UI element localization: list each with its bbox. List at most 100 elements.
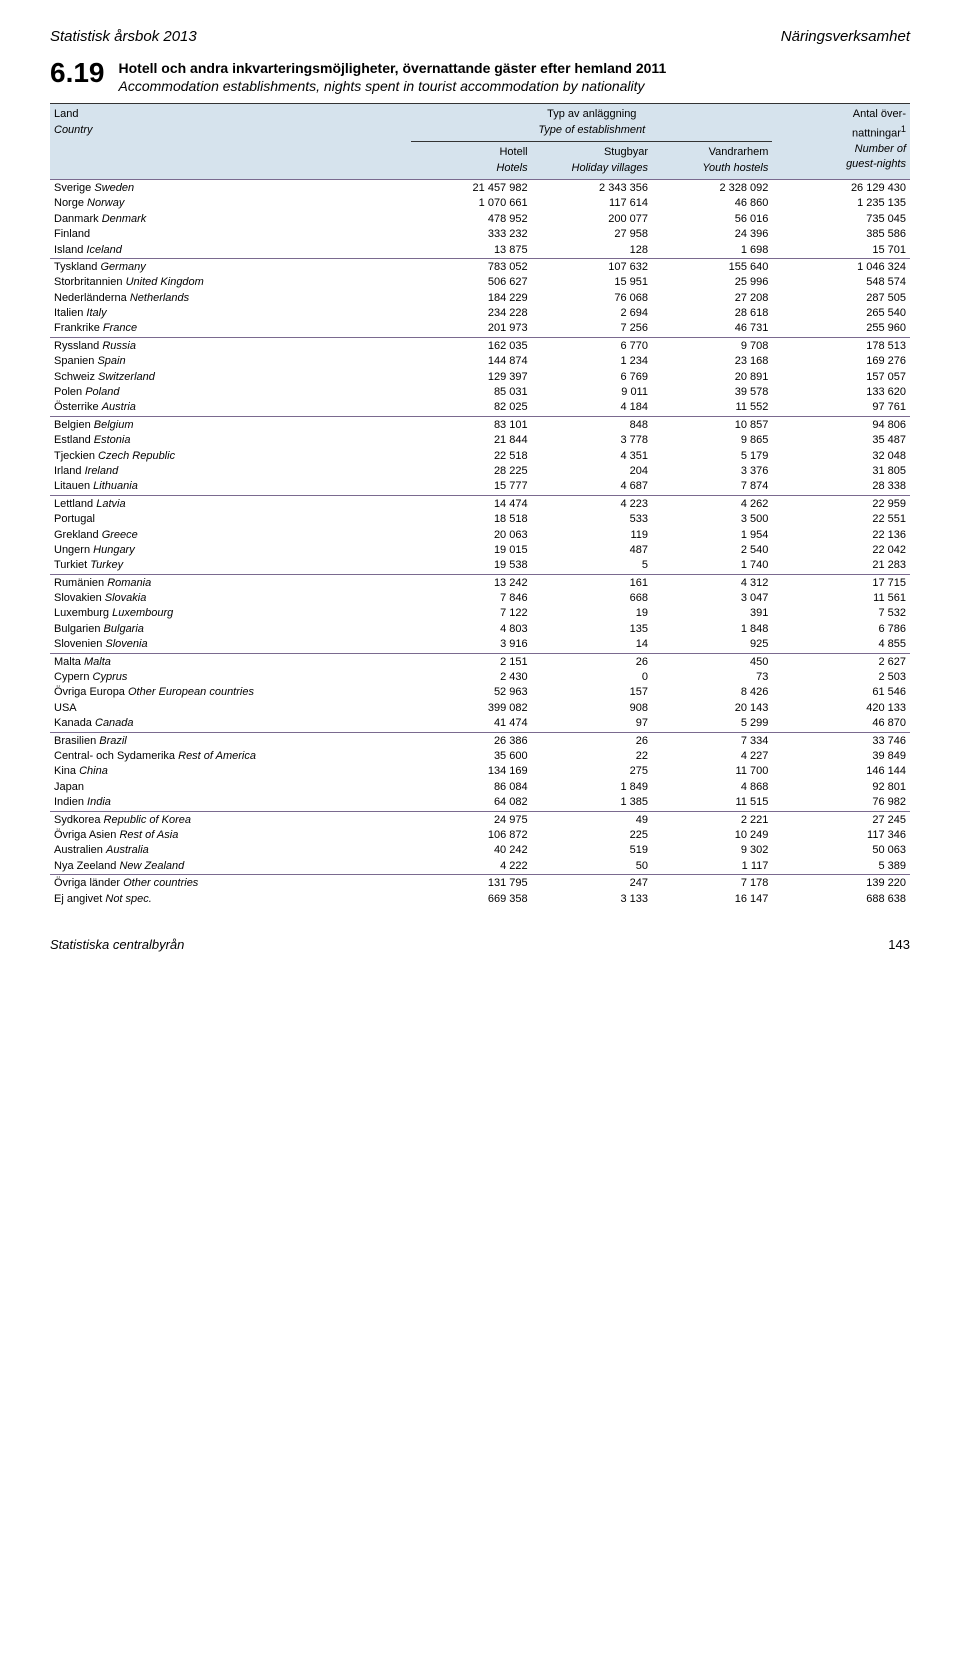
page-header: Statistisk årsbok 2013 Näringsverksamhet — [50, 28, 910, 45]
value-cell: 97 761 — [772, 400, 910, 416]
value-cell: 14 474 — [411, 495, 531, 512]
section-title-sv: Hotell och andra inkvarteringsmöjlighete… — [119, 59, 911, 77]
value-cell: 265 540 — [772, 306, 910, 321]
country-cell: Luxemburg Luxembourg — [50, 606, 411, 621]
country-cell: Kina China — [50, 764, 411, 779]
value-cell: 94 806 — [772, 416, 910, 433]
country-cell: Frankrike France — [50, 321, 411, 337]
value-cell: 4 803 — [411, 622, 531, 637]
footer-page: 143 — [888, 937, 910, 952]
value-cell: 8 426 — [652, 685, 772, 700]
table-row: Portugal18 5185333 50022 551 — [50, 512, 910, 527]
value-cell: 52 963 — [411, 685, 531, 700]
value-cell: 18 518 — [411, 512, 531, 527]
table-row: Ryssland Russia162 0356 7709 708178 513 — [50, 337, 910, 354]
value-cell: 204 — [532, 464, 652, 479]
value-cell: 9 708 — [652, 337, 772, 354]
col-hotels-header: Hotell Hotels — [411, 142, 531, 180]
value-cell: 7 846 — [411, 591, 531, 606]
country-cell: Malta Malta — [50, 653, 411, 670]
value-cell: 688 638 — [772, 892, 910, 907]
value-cell: 20 891 — [652, 370, 772, 385]
value-cell: 39 849 — [772, 749, 910, 764]
value-cell: 133 620 — [772, 385, 910, 400]
country-cell: Nederländerna Netherlands — [50, 291, 411, 306]
country-cell: Slovenien Slovenia — [50, 637, 411, 653]
value-cell: 35 600 — [411, 749, 531, 764]
value-cell: 1 849 — [532, 780, 652, 795]
value-cell: 40 242 — [411, 843, 531, 858]
value-cell: 3 376 — [652, 464, 772, 479]
value-cell: 385 586 — [772, 227, 910, 242]
value-cell: 13 242 — [411, 574, 531, 591]
section-title-en: Accommodation establishments, nights spe… — [119, 77, 911, 95]
header-left: Statistisk årsbok 2013 — [50, 28, 197, 45]
value-cell: 15 777 — [411, 479, 531, 495]
value-cell: 106 872 — [411, 828, 531, 843]
value-cell: 85 031 — [411, 385, 531, 400]
value-cell: 73 — [652, 670, 772, 685]
value-cell: 1 954 — [652, 528, 772, 543]
value-cell: 11 515 — [652, 795, 772, 811]
value-cell: 1 740 — [652, 558, 772, 574]
value-cell: 22 551 — [772, 512, 910, 527]
value-cell: 1 235 135 — [772, 196, 910, 211]
value-cell: 15 701 — [772, 243, 910, 259]
value-cell: 19 015 — [411, 543, 531, 558]
value-cell: 5 299 — [652, 716, 772, 732]
table-row: Polen Poland85 0319 01139 578133 620 — [50, 385, 910, 400]
value-cell: 11 552 — [652, 400, 772, 416]
table-row: Litauen Lithuania15 7774 6877 87428 338 — [50, 479, 910, 495]
value-cell: 669 358 — [411, 892, 531, 907]
value-cell: 128 — [532, 243, 652, 259]
value-cell: 27 245 — [772, 811, 910, 828]
table-row: USA399 08290820 143420 133 — [50, 701, 910, 716]
value-cell: 1 385 — [532, 795, 652, 811]
value-cell: 5 179 — [652, 449, 772, 464]
value-cell: 27 958 — [532, 227, 652, 242]
value-cell: 399 082 — [411, 701, 531, 716]
section-heading: 6.19 Hotell och andra inkvarteringsmöjli… — [50, 59, 910, 95]
table-row: Tyskland Germany783 052107 632155 6401 0… — [50, 258, 910, 275]
value-cell: 10 857 — [652, 416, 772, 433]
value-cell: 735 045 — [772, 212, 910, 227]
country-cell: Storbritannien United Kingdom — [50, 275, 411, 290]
table-row: Nya Zeeland New Zealand4 222501 1175 389 — [50, 859, 910, 875]
value-cell: 275 — [532, 764, 652, 779]
value-cell: 28 338 — [772, 479, 910, 495]
country-cell: Nya Zeeland New Zealand — [50, 859, 411, 875]
value-cell: 20 143 — [652, 701, 772, 716]
country-cell: Ungern Hungary — [50, 543, 411, 558]
value-cell: 783 052 — [411, 258, 531, 275]
table-row: Malta Malta2 151264502 627 — [50, 653, 910, 670]
value-cell: 4 223 — [532, 495, 652, 512]
value-cell: 26 129 430 — [772, 179, 910, 196]
value-cell: 33 746 — [772, 732, 910, 749]
value-cell: 4 351 — [532, 449, 652, 464]
value-cell: 17 715 — [772, 574, 910, 591]
value-cell: 21 283 — [772, 558, 910, 574]
value-cell: 41 474 — [411, 716, 531, 732]
value-cell: 20 063 — [411, 528, 531, 543]
value-cell: 255 960 — [772, 321, 910, 337]
value-cell: 21 844 — [411, 433, 531, 448]
table-row: Irland Ireland28 2252043 37631 805 — [50, 464, 910, 479]
value-cell: 129 397 — [411, 370, 531, 385]
value-cell: 391 — [652, 606, 772, 621]
value-cell: 13 875 — [411, 243, 531, 259]
footer-source: Statistiska centralbyrån — [50, 937, 184, 952]
country-cell: Turkiet Turkey — [50, 558, 411, 574]
country-cell: Brasilien Brazil — [50, 732, 411, 749]
table-row: Belgien Belgium83 10184810 85794 806 — [50, 416, 910, 433]
table-row: Slovenien Slovenia3 916149254 855 — [50, 637, 910, 653]
value-cell: 9 302 — [652, 843, 772, 858]
table-row: Norge Norway1 070 661117 61446 8601 235 … — [50, 196, 910, 211]
value-cell: 131 795 — [411, 875, 531, 892]
value-cell: 26 — [532, 732, 652, 749]
value-cell: 1 070 661 — [411, 196, 531, 211]
value-cell: 2 430 — [411, 670, 531, 685]
value-cell: 22 959 — [772, 495, 910, 512]
table-body: Sverige Sweden21 457 9822 343 3562 328 0… — [50, 179, 910, 906]
value-cell: 0 — [532, 670, 652, 685]
value-cell: 161 — [532, 574, 652, 591]
